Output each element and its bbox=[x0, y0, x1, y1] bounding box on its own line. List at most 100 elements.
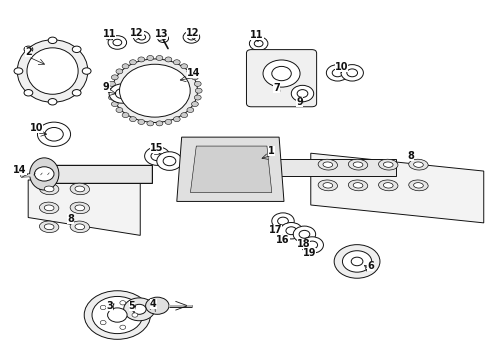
Circle shape bbox=[351, 257, 363, 266]
Ellipse shape bbox=[39, 221, 59, 233]
Circle shape bbox=[108, 36, 126, 49]
Circle shape bbox=[165, 120, 172, 125]
Circle shape bbox=[343, 251, 372, 272]
Circle shape bbox=[173, 117, 180, 122]
Text: 11: 11 bbox=[250, 30, 264, 40]
Circle shape bbox=[122, 113, 129, 118]
Ellipse shape bbox=[323, 183, 333, 188]
Ellipse shape bbox=[75, 224, 85, 230]
Circle shape bbox=[181, 113, 188, 118]
Circle shape bbox=[147, 55, 154, 60]
Ellipse shape bbox=[414, 183, 423, 188]
Text: 9: 9 bbox=[103, 82, 110, 92]
Circle shape bbox=[163, 157, 176, 166]
Polygon shape bbox=[311, 153, 484, 223]
Circle shape bbox=[272, 213, 294, 229]
Circle shape bbox=[165, 57, 172, 62]
Text: 14: 14 bbox=[13, 165, 26, 175]
Ellipse shape bbox=[353, 162, 363, 167]
Circle shape bbox=[347, 69, 358, 77]
Circle shape bbox=[286, 227, 296, 235]
Circle shape bbox=[24, 90, 33, 96]
Text: 8: 8 bbox=[407, 151, 414, 161]
Circle shape bbox=[129, 117, 136, 122]
Ellipse shape bbox=[379, 159, 398, 170]
Ellipse shape bbox=[120, 64, 190, 117]
Circle shape bbox=[291, 85, 314, 102]
Circle shape bbox=[156, 121, 163, 126]
Text: 7: 7 bbox=[273, 83, 280, 93]
Circle shape bbox=[297, 90, 308, 98]
Circle shape bbox=[14, 68, 23, 74]
Circle shape bbox=[192, 75, 198, 80]
Circle shape bbox=[82, 68, 91, 74]
Text: 13: 13 bbox=[154, 28, 168, 39]
Circle shape bbox=[100, 305, 106, 310]
Ellipse shape bbox=[383, 162, 393, 167]
Circle shape bbox=[37, 122, 71, 147]
Circle shape bbox=[48, 37, 57, 44]
FancyBboxPatch shape bbox=[246, 50, 317, 107]
Bar bbox=[43, 165, 152, 183]
Circle shape bbox=[24, 46, 33, 53]
Text: 11: 11 bbox=[103, 28, 116, 39]
Circle shape bbox=[109, 81, 115, 86]
Ellipse shape bbox=[75, 186, 85, 192]
Circle shape bbox=[73, 46, 81, 53]
Ellipse shape bbox=[318, 180, 338, 191]
Circle shape bbox=[195, 95, 201, 100]
Circle shape bbox=[120, 325, 126, 329]
Circle shape bbox=[111, 102, 118, 107]
Ellipse shape bbox=[75, 205, 85, 211]
Circle shape bbox=[254, 40, 263, 47]
Circle shape bbox=[156, 55, 163, 60]
Circle shape bbox=[132, 304, 146, 314]
Text: 17: 17 bbox=[269, 225, 282, 235]
Ellipse shape bbox=[44, 186, 54, 192]
Text: 10: 10 bbox=[335, 63, 348, 72]
Ellipse shape bbox=[70, 183, 90, 195]
Text: 14: 14 bbox=[187, 68, 200, 78]
Ellipse shape bbox=[30, 158, 59, 190]
Circle shape bbox=[108, 88, 115, 93]
Circle shape bbox=[196, 88, 202, 93]
Text: 8: 8 bbox=[67, 214, 74, 224]
Text: 6: 6 bbox=[368, 261, 374, 271]
Circle shape bbox=[122, 64, 129, 69]
Circle shape bbox=[108, 308, 127, 322]
Circle shape bbox=[263, 60, 300, 87]
Circle shape bbox=[111, 75, 118, 80]
Circle shape bbox=[157, 152, 182, 170]
Text: 15: 15 bbox=[149, 143, 163, 153]
Circle shape bbox=[133, 31, 150, 43]
Text: 2: 2 bbox=[25, 47, 31, 57]
Circle shape bbox=[116, 89, 129, 99]
Ellipse shape bbox=[348, 159, 368, 170]
Text: 4: 4 bbox=[150, 299, 157, 309]
Text: 19: 19 bbox=[302, 248, 316, 258]
Text: 16: 16 bbox=[276, 235, 290, 245]
Circle shape bbox=[146, 297, 169, 314]
Ellipse shape bbox=[383, 183, 393, 188]
Circle shape bbox=[73, 90, 81, 96]
Circle shape bbox=[249, 37, 268, 50]
Circle shape bbox=[301, 237, 323, 253]
Circle shape bbox=[332, 69, 343, 77]
Ellipse shape bbox=[348, 180, 368, 191]
Circle shape bbox=[129, 60, 136, 65]
Circle shape bbox=[341, 64, 364, 81]
Circle shape bbox=[334, 245, 380, 278]
Circle shape bbox=[138, 34, 146, 40]
Circle shape bbox=[113, 39, 122, 46]
Ellipse shape bbox=[39, 183, 59, 195]
Ellipse shape bbox=[409, 180, 428, 191]
Circle shape bbox=[109, 95, 115, 100]
Circle shape bbox=[299, 230, 310, 238]
Circle shape bbox=[326, 64, 349, 81]
Circle shape bbox=[120, 301, 126, 305]
Text: 18: 18 bbox=[296, 239, 310, 249]
Circle shape bbox=[92, 296, 143, 334]
Circle shape bbox=[48, 99, 57, 105]
Circle shape bbox=[278, 217, 288, 225]
Ellipse shape bbox=[409, 159, 428, 170]
